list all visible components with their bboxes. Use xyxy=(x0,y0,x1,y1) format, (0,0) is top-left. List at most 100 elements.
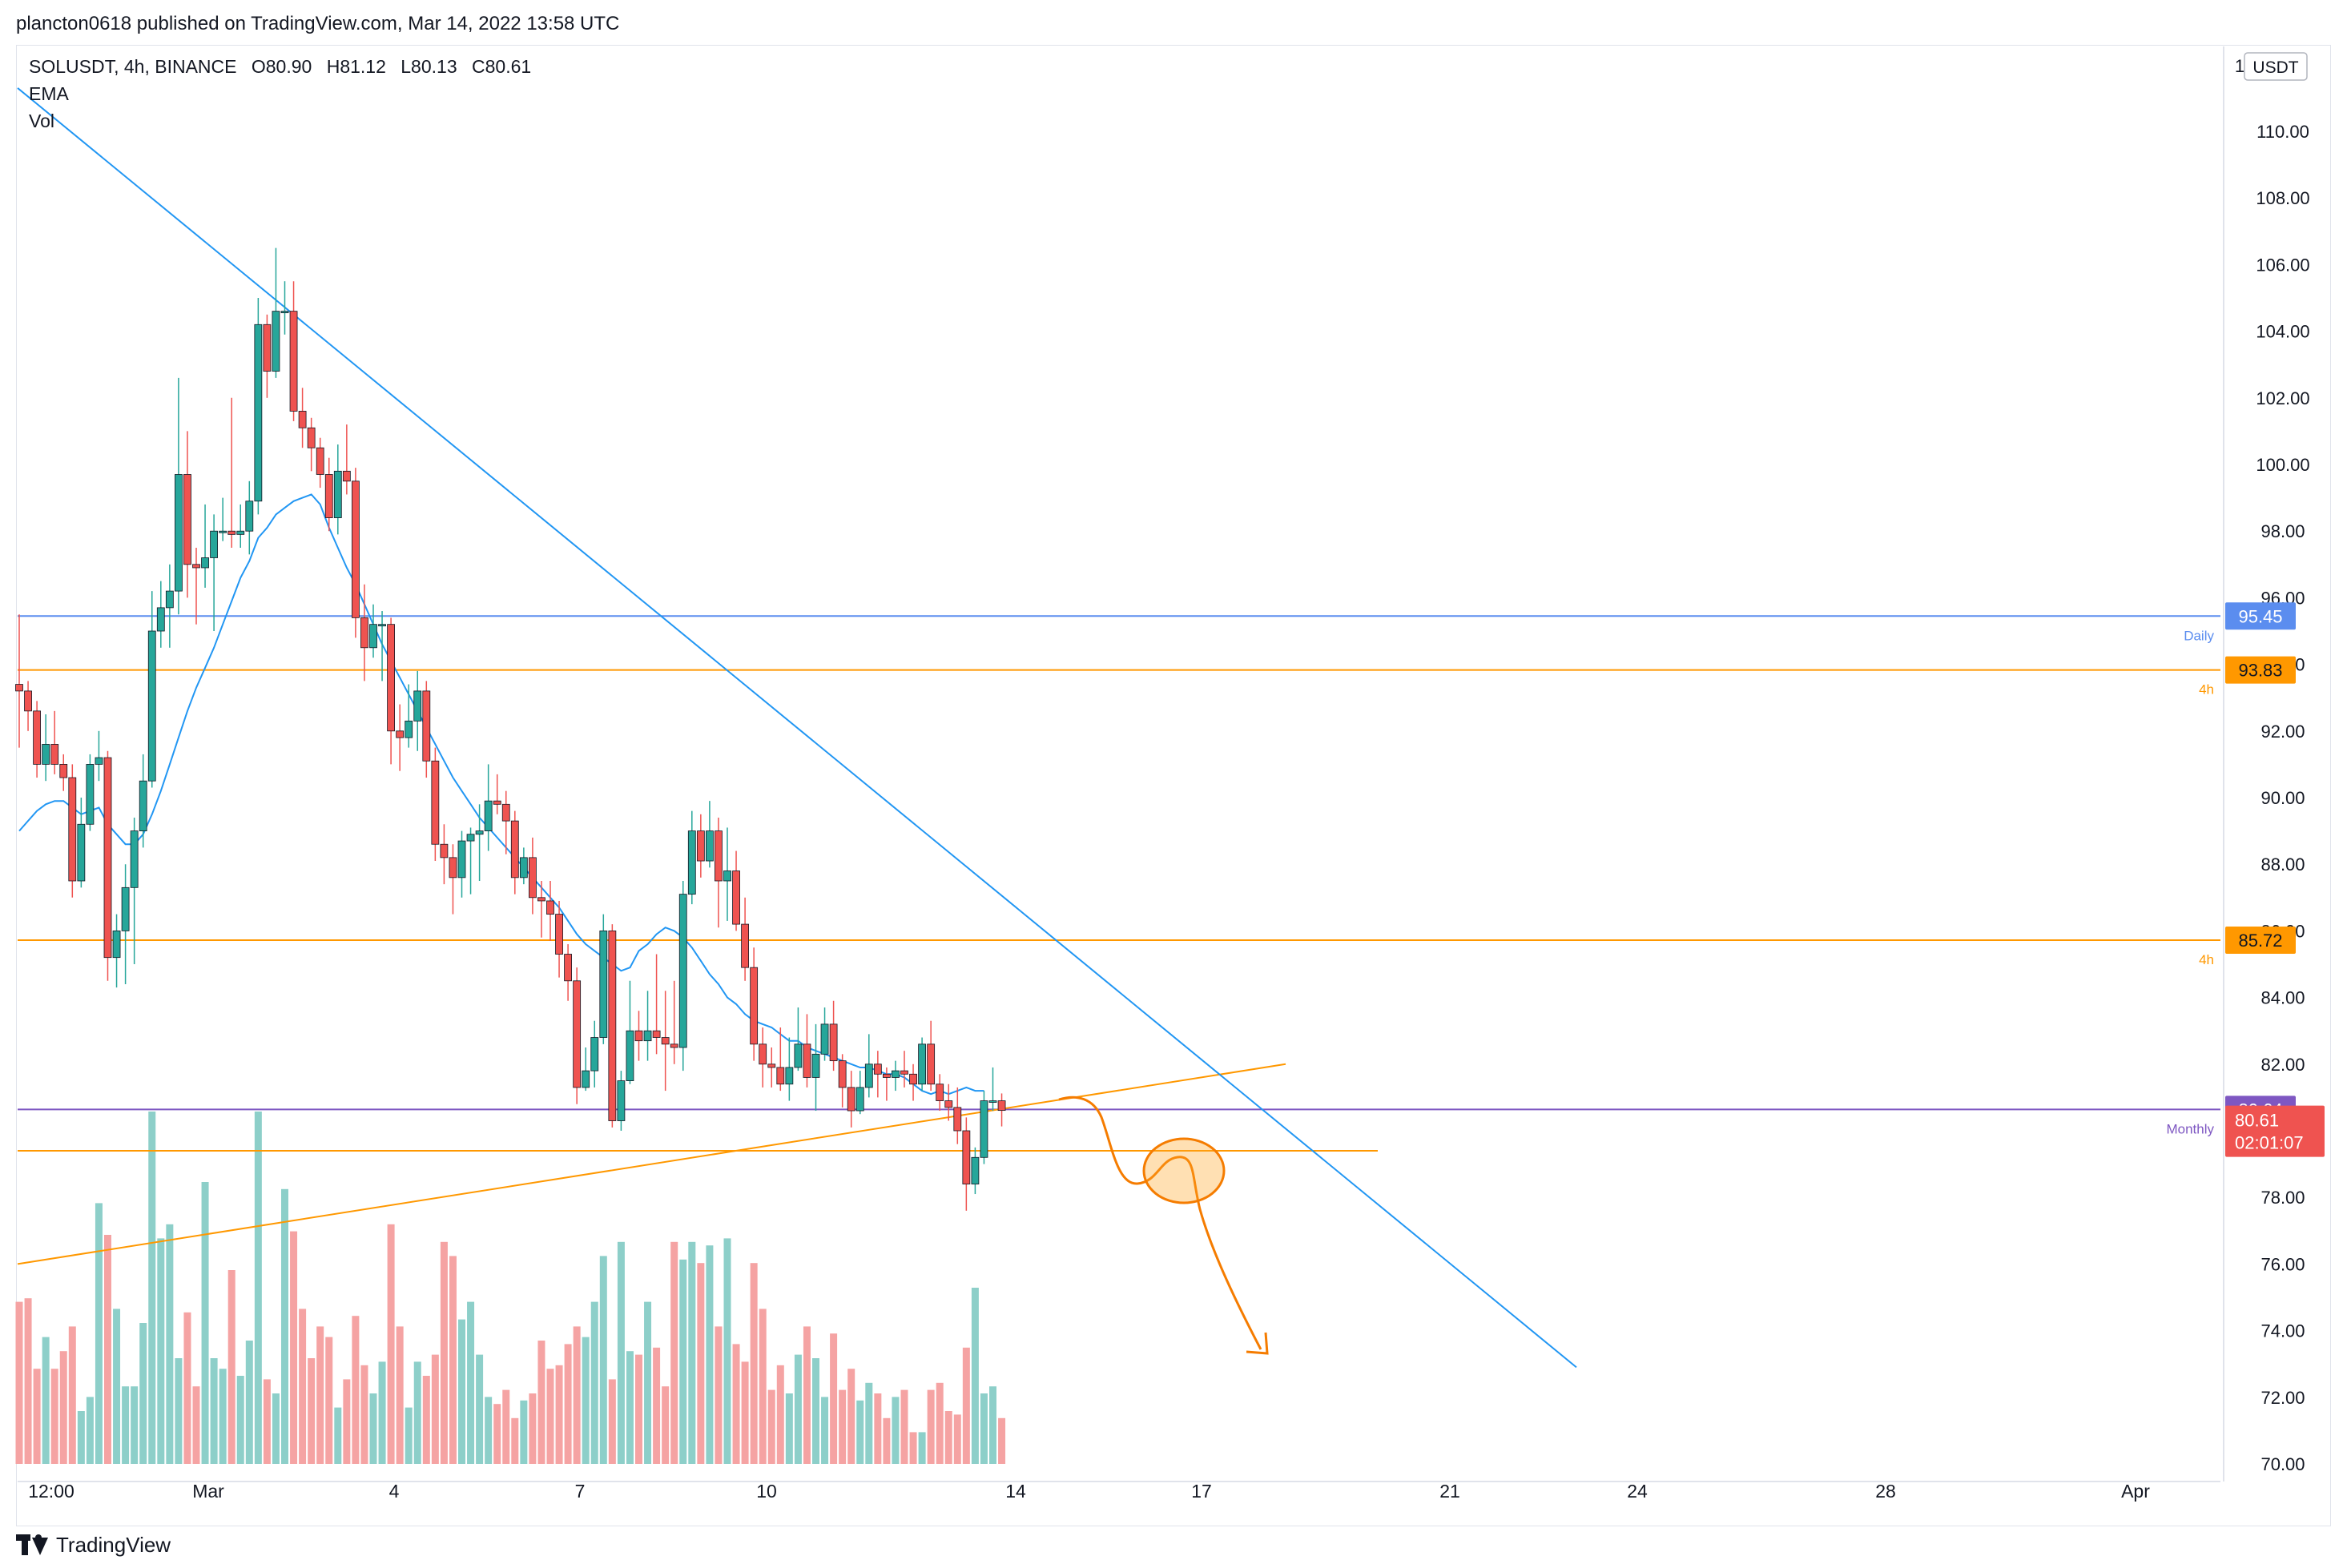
candle-body xyxy=(519,857,528,878)
candle-body xyxy=(971,1156,980,1184)
candle-body xyxy=(962,1130,971,1184)
candle-body xyxy=(342,470,351,482)
candle xyxy=(484,764,493,851)
candle-body xyxy=(360,617,368,649)
volume-bar xyxy=(458,1319,465,1464)
level-label-monthly: Monthly xyxy=(2166,1121,2214,1136)
candle xyxy=(121,864,130,984)
candle-body xyxy=(918,1043,926,1085)
candle-body xyxy=(405,720,413,738)
volume-bar xyxy=(971,1288,979,1464)
volume-bar xyxy=(980,1393,988,1464)
price-tick: 90.00 xyxy=(2260,788,2305,808)
candle xyxy=(351,468,360,638)
candle-body xyxy=(289,311,298,412)
candle-body xyxy=(112,931,121,959)
volume-bar xyxy=(706,1245,714,1464)
candle-body xyxy=(77,823,86,882)
candle-body xyxy=(254,324,263,502)
legend-symbol: SOLUSDT, 4h, BINANCE xyxy=(29,56,237,77)
candle-body xyxy=(582,1070,590,1088)
candle-body xyxy=(936,1084,944,1101)
candle-body xyxy=(723,870,731,882)
level-label-daily: Daily xyxy=(2184,628,2214,643)
time-axis: 12:00 Mar 4 7 10 14 17 21 24 28 Apr xyxy=(28,1481,2150,1502)
candle xyxy=(77,798,86,888)
candle-body xyxy=(68,777,77,882)
legend-open: O80.90 xyxy=(251,56,312,77)
volume-bar xyxy=(352,1316,360,1464)
price-tick: 110.00 xyxy=(2256,122,2309,142)
candle xyxy=(227,397,236,548)
legend-high: H81.12 xyxy=(326,56,386,77)
candle xyxy=(501,790,510,854)
candle xyxy=(811,1023,820,1112)
candle-body xyxy=(997,1100,1006,1112)
candle-body xyxy=(785,1067,794,1085)
candle xyxy=(759,1027,767,1088)
candle-body xyxy=(909,1073,917,1085)
candle xyxy=(413,670,422,751)
volume-bar xyxy=(555,1365,563,1464)
volume-bar xyxy=(334,1407,342,1464)
candle xyxy=(42,714,50,782)
candle-body xyxy=(298,411,307,428)
candle xyxy=(652,954,661,1055)
candle-body xyxy=(670,1043,678,1048)
volume-bar xyxy=(502,1389,510,1464)
candle xyxy=(68,764,77,898)
volume-bar xyxy=(653,1347,661,1464)
volume-bar xyxy=(785,1393,793,1464)
candle-body xyxy=(892,1070,900,1078)
candle xyxy=(634,1011,643,1061)
candle xyxy=(670,980,678,1064)
candle-body xyxy=(147,630,156,782)
volume-bar xyxy=(166,1224,174,1464)
candle-body xyxy=(33,710,41,765)
volume-bar xyxy=(573,1326,581,1464)
legend-ema[interactable]: EMA xyxy=(29,83,69,104)
volume-bar xyxy=(847,1369,855,1464)
candle xyxy=(103,750,112,981)
legend-vol[interactable]: Vol xyxy=(29,111,54,131)
candle xyxy=(732,850,740,931)
currency-label: USDT xyxy=(2252,58,2298,77)
level-tag xyxy=(2225,927,2296,955)
volume-bar xyxy=(148,1112,156,1464)
legend-low: L80.13 xyxy=(401,56,457,77)
volume-bar xyxy=(590,1301,598,1464)
candle-body xyxy=(820,1023,829,1055)
candle xyxy=(988,1067,997,1112)
volume-series xyxy=(15,1112,1006,1464)
candle xyxy=(900,1051,908,1088)
footer-brand[interactable]: TradingView xyxy=(16,1525,171,1565)
candle-body xyxy=(537,897,545,902)
candle-body xyxy=(219,530,227,533)
candle-body xyxy=(174,474,183,592)
candle-body xyxy=(245,501,254,532)
volume-bar xyxy=(422,1376,430,1464)
chart-frame[interactable] xyxy=(16,45,2331,1526)
time-tick: 12:00 xyxy=(28,1481,74,1502)
volume-bar xyxy=(812,1358,819,1464)
candle-body xyxy=(431,760,440,845)
candle xyxy=(245,480,254,555)
candle xyxy=(741,897,749,981)
volume-bar xyxy=(962,1347,970,1464)
candle xyxy=(130,817,139,964)
volume-bar xyxy=(308,1358,316,1464)
volume-bar xyxy=(803,1326,811,1464)
candle xyxy=(564,944,572,1001)
candle xyxy=(706,801,714,868)
candle-body xyxy=(617,1080,626,1121)
projection-path xyxy=(1058,1096,1262,1350)
descending-trendline xyxy=(17,87,1577,1369)
volume-bar xyxy=(750,1263,758,1464)
volume-bar xyxy=(485,1397,493,1464)
volume-bar xyxy=(183,1312,191,1464)
candle xyxy=(555,900,563,978)
candle xyxy=(820,1007,829,1061)
candle xyxy=(86,754,95,831)
volume-bar xyxy=(59,1351,67,1464)
